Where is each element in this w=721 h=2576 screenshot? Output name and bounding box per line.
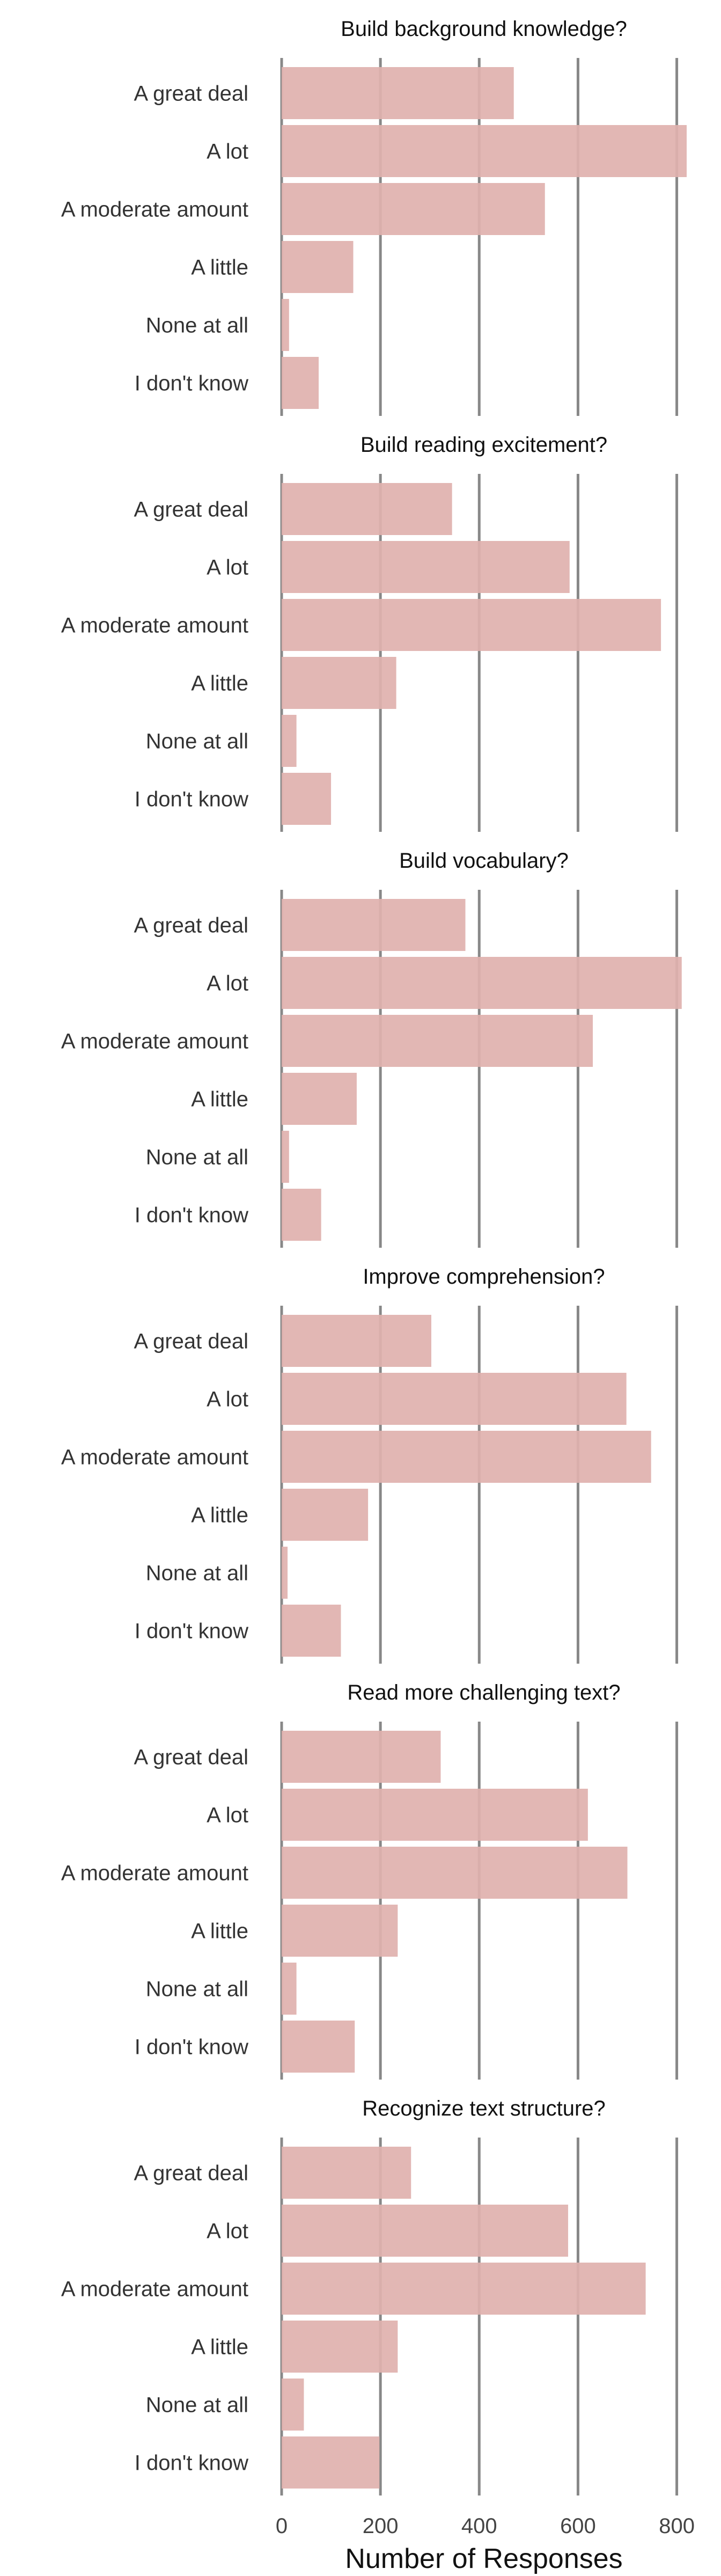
bar (282, 1847, 628, 1899)
category-label: I don't know (135, 2451, 248, 2475)
x-tick-label: 600 (560, 2514, 596, 2538)
panel-title: Improve comprehension? (363, 1265, 605, 1289)
category-label: None at all (146, 1978, 248, 2001)
x-tick-label: 400 (461, 2514, 497, 2538)
category-label: A little (191, 2336, 248, 2359)
bar (282, 125, 687, 177)
category-label: A little (191, 1504, 248, 1527)
category-label: A lot (207, 2220, 248, 2243)
bar (282, 957, 682, 1009)
category-label: I don't know (135, 788, 248, 811)
category-label: A moderate amount (61, 1446, 248, 1469)
category-label: I don't know (135, 2036, 248, 2059)
category-label: None at all (146, 1146, 248, 1169)
bar (282, 1905, 398, 1957)
category-label: A moderate amount (61, 1862, 248, 1885)
bar (282, 1373, 627, 1425)
bar (282, 357, 319, 409)
category-label: A great deal (134, 1330, 249, 1353)
category-label: A moderate amount (61, 198, 248, 222)
category-label: A lot (207, 556, 248, 580)
category-label: I don't know (135, 1620, 248, 1643)
category-label: A great deal (134, 2162, 249, 2185)
category-label: A moderate amount (61, 1030, 248, 1053)
category-label: A great deal (134, 498, 249, 522)
category-label: A lot (207, 972, 248, 996)
category-label: I don't know (135, 1204, 248, 1227)
panel-title: Read more challenging text? (347, 1681, 620, 1704)
category-label: None at all (146, 314, 248, 338)
bar (282, 657, 396, 709)
bar (282, 1605, 341, 1657)
panel-title: Build vocabulary? (399, 849, 569, 873)
panel-title: Build background knowledge? (341, 17, 627, 41)
category-label: None at all (146, 730, 248, 753)
bar (282, 1963, 297, 2015)
bar (282, 1731, 441, 1783)
bar (282, 541, 570, 593)
bar (282, 67, 514, 119)
category-label: A great deal (134, 82, 249, 106)
bar (282, 773, 332, 825)
x-tick-label: 800 (659, 2514, 695, 2538)
bar (282, 1015, 593, 1067)
category-label: I don't know (135, 372, 248, 396)
bar (282, 2021, 355, 2073)
category-label: A lot (207, 1388, 248, 1411)
category-label: A lot (207, 140, 248, 164)
x-tick-label: 200 (363, 2514, 399, 2538)
labels: Build background knowledge? A great deal A… (61, 17, 627, 2475)
category-label: None at all (146, 1562, 248, 1585)
bar (282, 899, 466, 951)
bar (282, 1789, 588, 1841)
category-label: A little (191, 1920, 248, 1943)
category-label: A moderate amount (61, 2278, 248, 2301)
bar (282, 299, 289, 351)
category-label: A great deal (134, 914, 249, 938)
panel-title: Recognize text structure? (362, 2097, 606, 2120)
bar (282, 1073, 357, 1125)
category-label: None at all (146, 2394, 248, 2417)
bar (282, 715, 297, 767)
bar (282, 1431, 651, 1483)
bar (282, 2321, 398, 2373)
bar (282, 1131, 289, 1183)
bar (282, 2379, 304, 2431)
panel-title: Build reading excitement? (360, 433, 607, 457)
category-label: A moderate amount (61, 614, 248, 638)
bar (282, 2147, 411, 2199)
x-axis-ticks: 0 200 400 600 800 (276, 2514, 695, 2538)
bar (282, 599, 661, 651)
bar (282, 2263, 646, 2315)
bar (282, 183, 545, 235)
bar (282, 2436, 380, 2489)
bar (282, 1547, 288, 1599)
category-label: A little (191, 256, 248, 280)
category-label: A lot (207, 1804, 248, 1827)
bar (282, 1189, 321, 1241)
bar (282, 483, 452, 535)
bar (282, 241, 354, 293)
bar (282, 1489, 369, 1541)
bars (282, 67, 687, 2489)
category-label: A little (191, 672, 248, 696)
bar (282, 1315, 431, 1367)
category-label: A little (191, 1088, 248, 1111)
x-axis-title: Number of Responses (345, 2543, 622, 2574)
bar (282, 2205, 569, 2257)
x-tick-label: 0 (276, 2514, 288, 2538)
category-label: A great deal (134, 1746, 249, 1769)
